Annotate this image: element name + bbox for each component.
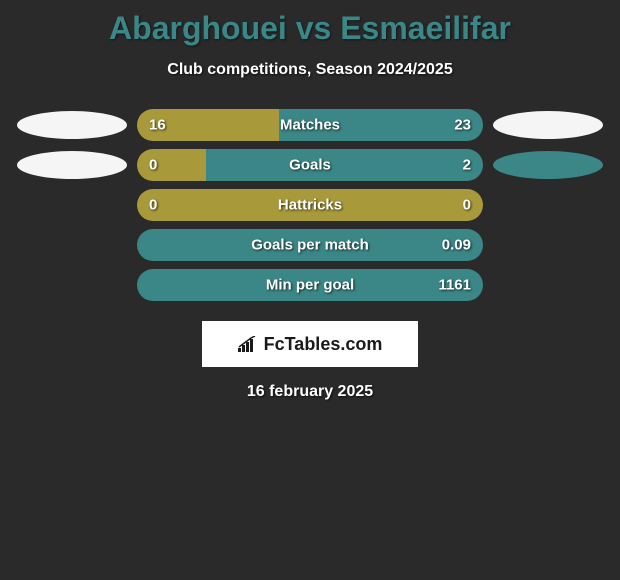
player1-ellipse-icon	[17, 151, 127, 179]
player2-ellipse-icon	[493, 151, 603, 179]
player1-ellipse-icon	[17, 111, 127, 139]
bar-left-goals	[137, 149, 206, 181]
subtitle: Club competitions, Season 2024/2025	[0, 61, 620, 79]
stat-row-matches: 16 Matches 23	[0, 109, 620, 141]
stat-bar-hattricks: 0 Hattricks 0	[137, 189, 483, 221]
stat-row-goals: 0 Goals 2	[0, 149, 620, 181]
branding-badge: FcTables.com	[202, 321, 418, 367]
stat-right-value: 23	[454, 117, 471, 134]
stat-right-value: 0.09	[442, 237, 471, 254]
stat-right-value: 2	[463, 157, 471, 174]
bar-right-goals	[206, 149, 483, 181]
player2-ellipse-icon	[493, 111, 603, 139]
stat-label: Goals per match	[251, 237, 369, 254]
stat-right-value: 0	[463, 197, 471, 214]
stat-bar-min-per-goal: Min per goal 1161	[137, 269, 483, 301]
page-title: Abarghouei vs Esmaeilifar	[0, 10, 620, 47]
date-label: 16 february 2025	[0, 383, 620, 401]
stat-label: Goals	[289, 157, 331, 174]
stat-label: Hattricks	[278, 197, 342, 214]
stats-area: 16 Matches 23 0 Goals 2 0	[0, 109, 620, 301]
stat-row-goals-per-match: Goals per match 0.09	[0, 229, 620, 261]
stat-row-hattricks: 0 Hattricks 0	[0, 189, 620, 221]
stat-row-min-per-goal: Min per goal 1161	[0, 269, 620, 301]
stat-label: Matches	[280, 117, 340, 134]
stat-bar-goals-per-match: Goals per match 0.09	[137, 229, 483, 261]
chart-icon	[238, 336, 258, 352]
stat-bar-goals: 0 Goals 2	[137, 149, 483, 181]
stat-bar-matches: 16 Matches 23	[137, 109, 483, 141]
comparison-infographic: Abarghouei vs Esmaeilifar Club competiti…	[0, 0, 620, 411]
stat-label: Min per goal	[266, 277, 354, 294]
stat-left-value: 16	[149, 117, 166, 134]
stat-left-value: 0	[149, 157, 157, 174]
stat-left-value: 0	[149, 197, 157, 214]
stat-right-value: 1161	[438, 277, 471, 294]
branding-text: FcTables.com	[264, 334, 383, 355]
